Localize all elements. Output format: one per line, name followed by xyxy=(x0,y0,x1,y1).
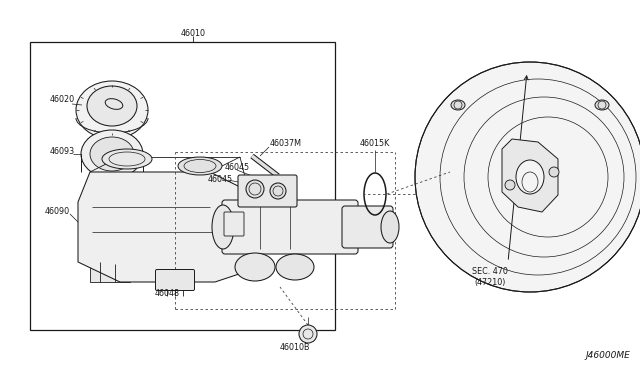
Text: 46045: 46045 xyxy=(225,163,250,171)
Ellipse shape xyxy=(516,160,544,194)
Text: 46015K: 46015K xyxy=(360,140,390,148)
FancyBboxPatch shape xyxy=(224,212,244,236)
Ellipse shape xyxy=(246,180,264,198)
Ellipse shape xyxy=(178,157,222,175)
FancyBboxPatch shape xyxy=(238,175,297,207)
Ellipse shape xyxy=(270,183,286,199)
Bar xyxy=(90,262,130,282)
Ellipse shape xyxy=(76,81,148,139)
Circle shape xyxy=(549,167,559,177)
Text: J46000ME: J46000ME xyxy=(585,351,630,360)
Text: 46045: 46045 xyxy=(208,176,233,185)
Bar xyxy=(30,42,335,330)
Ellipse shape xyxy=(90,137,134,171)
Ellipse shape xyxy=(235,253,275,281)
Text: 46048: 46048 xyxy=(155,289,180,298)
Ellipse shape xyxy=(381,211,399,243)
Text: 46093: 46093 xyxy=(50,148,75,157)
Text: 46037M: 46037M xyxy=(270,140,302,148)
Text: 46090: 46090 xyxy=(45,208,70,217)
Text: SEC. 470: SEC. 470 xyxy=(472,267,508,276)
Text: 46020: 46020 xyxy=(50,94,75,103)
Ellipse shape xyxy=(102,149,152,169)
Circle shape xyxy=(505,180,515,190)
Text: 46010B: 46010B xyxy=(280,343,310,352)
FancyBboxPatch shape xyxy=(342,206,393,248)
Text: 46010: 46010 xyxy=(180,29,205,38)
FancyBboxPatch shape xyxy=(222,200,358,254)
Ellipse shape xyxy=(595,100,609,110)
Circle shape xyxy=(299,325,317,343)
Ellipse shape xyxy=(81,130,143,178)
FancyBboxPatch shape xyxy=(156,269,195,291)
Ellipse shape xyxy=(212,205,234,249)
Polygon shape xyxy=(502,139,558,212)
Ellipse shape xyxy=(451,100,465,110)
Polygon shape xyxy=(78,172,255,282)
Text: (47210): (47210) xyxy=(474,279,506,288)
Circle shape xyxy=(415,62,640,292)
Ellipse shape xyxy=(276,254,314,280)
Ellipse shape xyxy=(87,86,137,126)
